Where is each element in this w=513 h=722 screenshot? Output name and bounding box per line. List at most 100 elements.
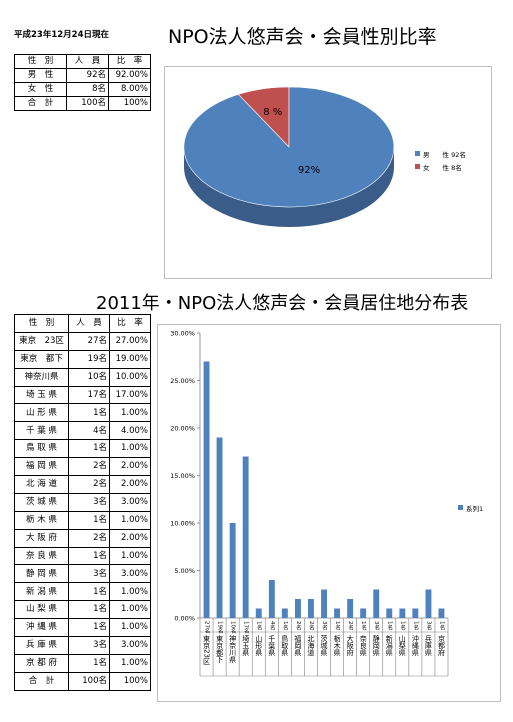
legend-label: 女 性 8名 bbox=[423, 163, 462, 172]
row-label: 茨 城 県 bbox=[14, 492, 69, 512]
residence-distribution-title: 2011年・NPO法人悠声会・会員居住地分布表 bbox=[96, 293, 469, 314]
row-count: 10名 bbox=[68, 367, 110, 387]
header-cell: 人 員 bbox=[68, 314, 110, 333]
header-cell: 人 員 bbox=[66, 54, 109, 69]
category-tick-label: 山形県 bbox=[255, 634, 263, 657]
table-row: 山 形 県 1名 1.00% bbox=[14, 403, 151, 423]
table-row: 兵 庫 県 3名 3.00% bbox=[14, 636, 151, 655]
bar-静岡県 bbox=[373, 589, 380, 618]
category-tick-label: 山梨県 bbox=[398, 634, 406, 657]
gender-pie-chart: 8 % 92% 男 性 92名女 性 8名 bbox=[164, 66, 492, 279]
row-count: 3名 bbox=[68, 564, 110, 584]
category-tick-label: 北海道 bbox=[307, 635, 315, 657]
category-tick-label: 神奈川県 bbox=[229, 634, 237, 664]
row-ratio: 3.00% bbox=[109, 636, 151, 655]
residence-bar-chart: 0.00% 5.00% 10.00% 15.00% 20.00% 25.00% 30.00%… bbox=[157, 324, 501, 702]
row-count: 1名 bbox=[68, 403, 110, 423]
table-row: 奈 良 県 1名 1.00% bbox=[14, 546, 151, 566]
row-count: 1名 bbox=[68, 439, 110, 459]
row-count: 1名 bbox=[68, 600, 110, 620]
legend-label: 系列1 bbox=[466, 504, 483, 513]
table-row: 東京 23区 27名 27.00% bbox=[14, 331, 151, 351]
as-of-date: 平成23年12月24日現在 bbox=[14, 30, 109, 40]
row-ratio: 27.00% bbox=[109, 331, 151, 351]
row-label: 静 岡 県 bbox=[14, 564, 69, 584]
row-label: 山 梨 県 bbox=[14, 600, 69, 620]
category-tick-label: 千葉県 bbox=[268, 634, 276, 657]
count-tick-label: 3名 bbox=[321, 621, 328, 631]
row-count: 100名 bbox=[66, 96, 109, 111]
row-count: 1名 bbox=[68, 510, 110, 530]
bar-chart-svg: 0.00% 5.00% 10.00% 15.00% 20.00% 25.00% 30.00%… bbox=[170, 330, 483, 677]
row-label: 鳥 取 県 bbox=[14, 439, 69, 459]
row-ratio: 8.00% bbox=[108, 82, 151, 97]
row-label: 山 形 県 bbox=[14, 403, 69, 423]
row-ratio: 1.00% bbox=[109, 439, 151, 459]
y-tick-label: 10.00% bbox=[170, 520, 195, 528]
bar-北海道 bbox=[308, 599, 314, 618]
count-tick-label: 4名 bbox=[269, 621, 276, 631]
count-tick-label: 1名 bbox=[412, 621, 419, 631]
row-label: 福 岡 県 bbox=[14, 457, 69, 477]
row-label: 神奈川県 bbox=[14, 367, 69, 387]
count-tick-label: 1名 bbox=[282, 621, 289, 631]
row-label: 兵 庫 県 bbox=[14, 636, 69, 655]
category-tick-label: 兵庫県 bbox=[424, 634, 432, 657]
row-count: 27名 bbox=[68, 331, 110, 351]
bar-山形県 bbox=[255, 608, 262, 618]
bar-京都府 bbox=[438, 608, 445, 618]
row-label: 女 性 bbox=[14, 82, 67, 97]
table-row: 千 葉 県 4名 4.00% bbox=[14, 421, 151, 441]
row-ratio: 3.00% bbox=[109, 492, 151, 512]
row-ratio: 1.00% bbox=[109, 546, 151, 566]
table-row: 山 梨 県 1名 1.00% bbox=[14, 600, 151, 620]
y-tick-label: 5.00% bbox=[174, 567, 195, 575]
row-label: 大 阪 府 bbox=[14, 528, 69, 548]
row-ratio: 92.00% bbox=[108, 68, 151, 83]
y-tick-label: 0.00% bbox=[174, 615, 195, 623]
row-count: 1名 bbox=[68, 582, 110, 602]
bar-千葉県 bbox=[268, 580, 275, 618]
row-count: 2名 bbox=[68, 528, 110, 548]
count-tick-label: 19名 bbox=[217, 621, 224, 635]
bar-栃木県 bbox=[334, 608, 340, 618]
row-count: 2名 bbox=[68, 457, 110, 477]
gender-table: 性 別 人 員 比 率 男 性 92名 92.00% 女 性 8名 8.00% … bbox=[14, 54, 151, 111]
legend-swatch bbox=[415, 151, 420, 156]
bar-埼玉県 bbox=[242, 456, 249, 618]
count-tick-label: 2名 bbox=[308, 621, 315, 631]
table-row: 北 海 道 2名 2.00% bbox=[14, 475, 151, 494]
row-ratio: 100% bbox=[108, 96, 151, 111]
row-count: 92名 bbox=[66, 68, 109, 83]
row-ratio: 17.00% bbox=[109, 385, 151, 405]
total-ratio: 100% bbox=[109, 671, 151, 691]
table-row: 京 都 府 1名 1.00% bbox=[14, 653, 151, 673]
row-ratio: 1.00% bbox=[109, 600, 151, 620]
row-label: 東京 23区 bbox=[14, 331, 69, 351]
bar-兵庫県 bbox=[425, 589, 432, 618]
category-tick-label: 沖縄県 bbox=[411, 634, 419, 657]
table-row: 男 性 92名 92.00% bbox=[14, 68, 151, 83]
row-ratio: 19.00% bbox=[109, 349, 151, 369]
table-header-row: 性 別 人 員 比 率 bbox=[14, 54, 151, 69]
bar-新潟県 bbox=[386, 608, 393, 618]
category-tick-label: 京都府 bbox=[438, 634, 446, 657]
legend-label: 男 性 92名 bbox=[423, 150, 466, 159]
count-tick-label: 17名 bbox=[243, 621, 250, 635]
bar-鳥取県 bbox=[281, 608, 288, 618]
table-row: 合 計 100名 100% bbox=[14, 96, 151, 111]
category-tick-label: 奈良県 bbox=[359, 634, 367, 657]
row-ratio: 1.00% bbox=[109, 582, 151, 602]
legend-swatch bbox=[415, 164, 420, 169]
table-row: 福 岡 県 2名 2.00% bbox=[14, 457, 151, 477]
pie-data-label: 92% bbox=[298, 165, 320, 176]
row-ratio: 10.00% bbox=[109, 367, 151, 387]
row-count: 1名 bbox=[68, 546, 110, 566]
bar-東京23区 bbox=[203, 361, 210, 618]
row-count: 1名 bbox=[68, 653, 110, 673]
category-tick-label: 茨城県 bbox=[320, 634, 328, 657]
row-label: 奈 良 県 bbox=[14, 546, 69, 566]
total-count: 100名 bbox=[68, 671, 110, 691]
bar-茨城県 bbox=[321, 589, 327, 618]
